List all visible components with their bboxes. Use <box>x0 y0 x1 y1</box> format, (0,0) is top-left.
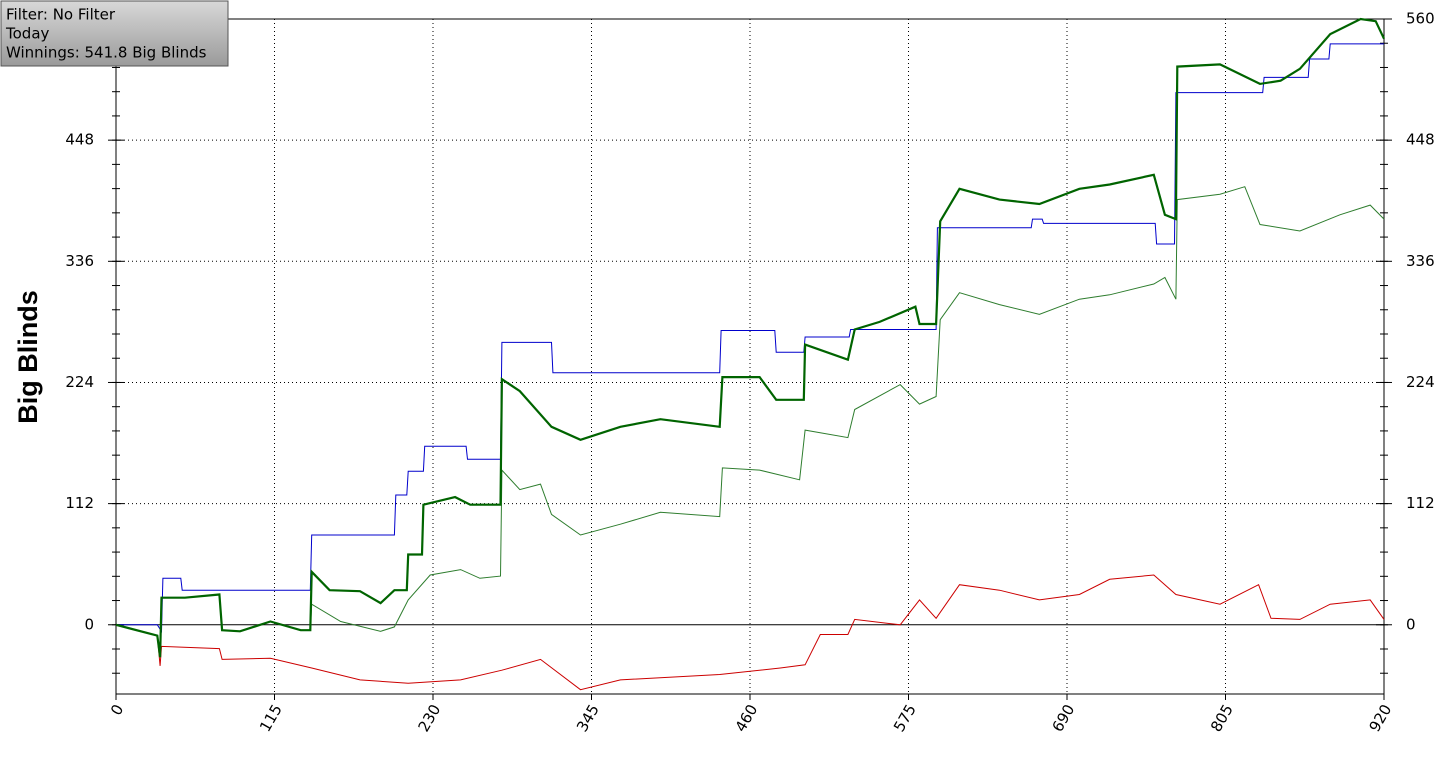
y2-tick-label: 560 <box>1406 10 1435 28</box>
y2-tick-label: 336 <box>1406 252 1435 270</box>
x-tick-label: 920 <box>1365 701 1395 735</box>
x-tick-label: 0 <box>107 701 127 718</box>
info-filter: Filter: No Filter <box>6 6 116 24</box>
series-line <box>115 186 1385 658</box>
y-tick-label: 336 <box>65 252 94 270</box>
x-tick-label: 115 <box>256 701 286 735</box>
y-tick-label: 224 <box>65 373 94 391</box>
series-line <box>115 574 1385 691</box>
info-winnings: Winnings: 541.8 Big Blinds <box>6 44 207 62</box>
y-tick-label: 448 <box>65 131 94 149</box>
info-box <box>0 0 229 67</box>
series-line <box>116 43 1384 633</box>
x-tick-label: 690 <box>1048 701 1078 735</box>
x-tick-label: 575 <box>890 701 920 735</box>
y2-tick-label: 0 <box>1406 615 1416 633</box>
x-tick-label: 230 <box>414 701 444 735</box>
x-tick-label: 460 <box>731 701 761 735</box>
x-tick-label: 805 <box>1207 701 1237 735</box>
x-tick-label: 345 <box>573 701 603 735</box>
y-axis-label: Big Blinds <box>13 290 43 424</box>
series-line <box>115 17 1385 658</box>
y2-tick-label: 112 <box>1406 494 1435 512</box>
y-tick-label: 0 <box>84 615 94 633</box>
y-tick-label: 112 <box>65 494 94 512</box>
y2-tick-label: 448 <box>1406 131 1435 149</box>
info-period: Today <box>5 25 50 43</box>
y2-tick-label: 224 <box>1406 373 1435 391</box>
